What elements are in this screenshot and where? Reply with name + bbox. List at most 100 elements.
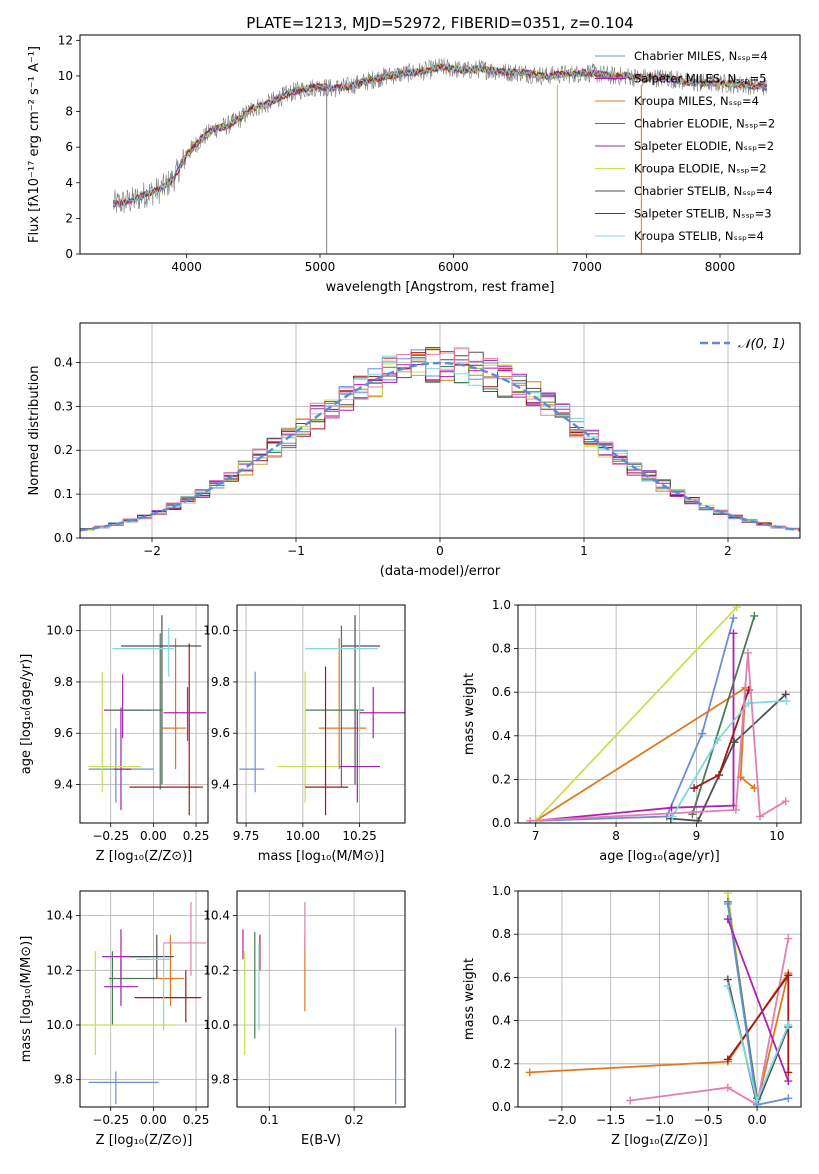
axes-frame [517,890,802,1108]
normal-curve [80,361,800,532]
y-tick-label: 10.4 [46,909,73,923]
y-tick-label: 2 [65,211,73,225]
weight-marker [694,816,703,823]
plot-area [242,901,397,1105]
y-tick-label: 10.2 [203,963,230,977]
x-tick-label: 0.0 [748,1113,767,1127]
weight-line [535,633,735,822]
x-axis-label: age [log₁₀(age/yr)] [599,849,720,864]
errorbar-point [120,615,202,785]
plot-area [80,901,207,1105]
y-tick-label: 9.6 [211,726,230,740]
y-tick-label: 0.3 [54,399,73,413]
legend-entry: Salpeter MILES, Nₛₛₚ=5 [634,72,767,86]
weight-marker [690,784,699,793]
errorbar-point [134,970,202,1023]
x-tick-label: 2 [724,544,732,558]
x-tick-label: −1.0 [645,1113,674,1127]
legend-entry: Chabrier STELIB, Nₛₛₚ=4 [634,184,773,198]
weight-line [671,700,787,817]
weight-marker [525,1068,534,1077]
y-tick-label: 10 [58,69,73,83]
y-tick-label: 1.0 [492,598,511,612]
weight-marker [713,736,722,745]
axes-frame [79,34,801,255]
legend-entry: Kroupa MILES, Nₛₛₚ=4 [634,94,759,108]
errorbar-point [305,630,378,747]
weight-line [530,652,787,822]
plot-area [88,615,207,816]
errorbar-point [114,707,132,811]
weight-marker [784,971,793,980]
y-tick-label: 1.0 [492,884,511,898]
weight-marker [782,696,791,705]
y-tick-label: 10.0 [203,1018,230,1032]
x-tick-label: 7 [532,829,540,843]
x-tick-label: −2 [143,544,161,558]
legend-entry: Salpeter ELODIE, Nₛₛₚ=2 [634,139,774,153]
x-tick-label: 9 [693,829,701,843]
errorbar-point [129,643,203,816]
x-axis-label: Z [log₁₀(Z/Z⊙)] [96,849,193,864]
y-tick-label: 10.4 [203,909,230,923]
x-tick-label: 0.25 [183,829,210,843]
errorbar-point [107,633,162,790]
y-tick-label: 9.4 [211,778,230,792]
y-tick-label: 0 [65,247,73,261]
y-axis-label: age [log₁₀(age/yr)] [19,654,34,775]
weight-marker [729,614,738,623]
errorbar-point [80,951,174,1056]
spectrum-legend: Chabrier MILES, Nₛₛₚ=4 Salpeter MILES, Nₛ… [595,49,775,243]
x-tick-label: 6000 [438,260,469,274]
errorbar-point [339,710,381,803]
errorbar-point [88,671,142,793]
legend-entry: Salpeter STELIB, Nₛₛₚ=3 [634,207,772,221]
plot-area [112,58,768,254]
panel-age-vs-mass: 9.75 10.00 10.25 9.4 9.6 9.8 10.0 mass [log₁₀(M… [203,604,406,864]
weight-marker [784,1077,793,1086]
x-axis-label: E(B-V) [301,1133,341,1148]
panel-residuals: −2 −1 0 1 2 0.0 0.1 0.2 0.3 0.4 (data-model)/error… [27,322,801,579]
y-tick-label: 0.6 [492,970,511,984]
x-axis-label: Z [log₁₀(Z/Z⊙)] [611,1133,708,1148]
errorbar-point [88,1071,159,1105]
plot-area [526,605,791,823]
axes-frame [236,604,406,824]
weight-line [726,985,790,1104]
weight-marker [784,934,793,943]
errorbar-point [103,959,139,1006]
y-tick-label: 0.6 [492,685,511,699]
weight-marker [784,1020,793,1029]
x-tick-label: −1 [287,544,305,558]
errorbar-point [136,942,171,1031]
errorbar-point [305,666,349,816]
errorbar-point [305,625,365,788]
x-tick-label: 10 [769,829,784,843]
weight-marker [723,899,732,908]
y-tick-label: 12 [58,33,73,47]
errorbar-point [109,951,156,1025]
plot-area [239,615,405,816]
weight-marker [526,816,535,823]
y-tick-label: 0.2 [492,1057,511,1071]
weight-marker [723,1083,732,1092]
y-axis-label: mass [log₁₀(M/M⊙)] [19,936,34,1063]
y-tick-label: 10.0 [203,624,230,638]
x-axis-label: Z [log₁₀(Z/Z⊙)] [96,1133,193,1148]
y-tick-label: 0.0 [492,1100,511,1114]
plot-area [80,346,800,532]
y-axis-label: mass weight [462,958,477,1040]
y-tick-label: 9.6 [54,726,73,740]
axes-frame [79,322,801,539]
weight-marker [723,891,732,898]
x-tick-label: −1.5 [596,1113,625,1127]
y-tick-label: 0.1 [54,487,73,501]
x-tick-label: −2.0 [547,1113,576,1127]
errorbar-point [359,687,405,739]
axes-frame [79,890,209,1108]
panel-spectrum: 4000 5000 6000 7000 8000 0 2 4 6 8 10 12 wavelength … [27,33,801,295]
weight-marker [755,812,764,821]
x-axis-label: wavelength [Angstrom, rest frame] [326,280,555,295]
errorbar-point [277,671,340,803]
